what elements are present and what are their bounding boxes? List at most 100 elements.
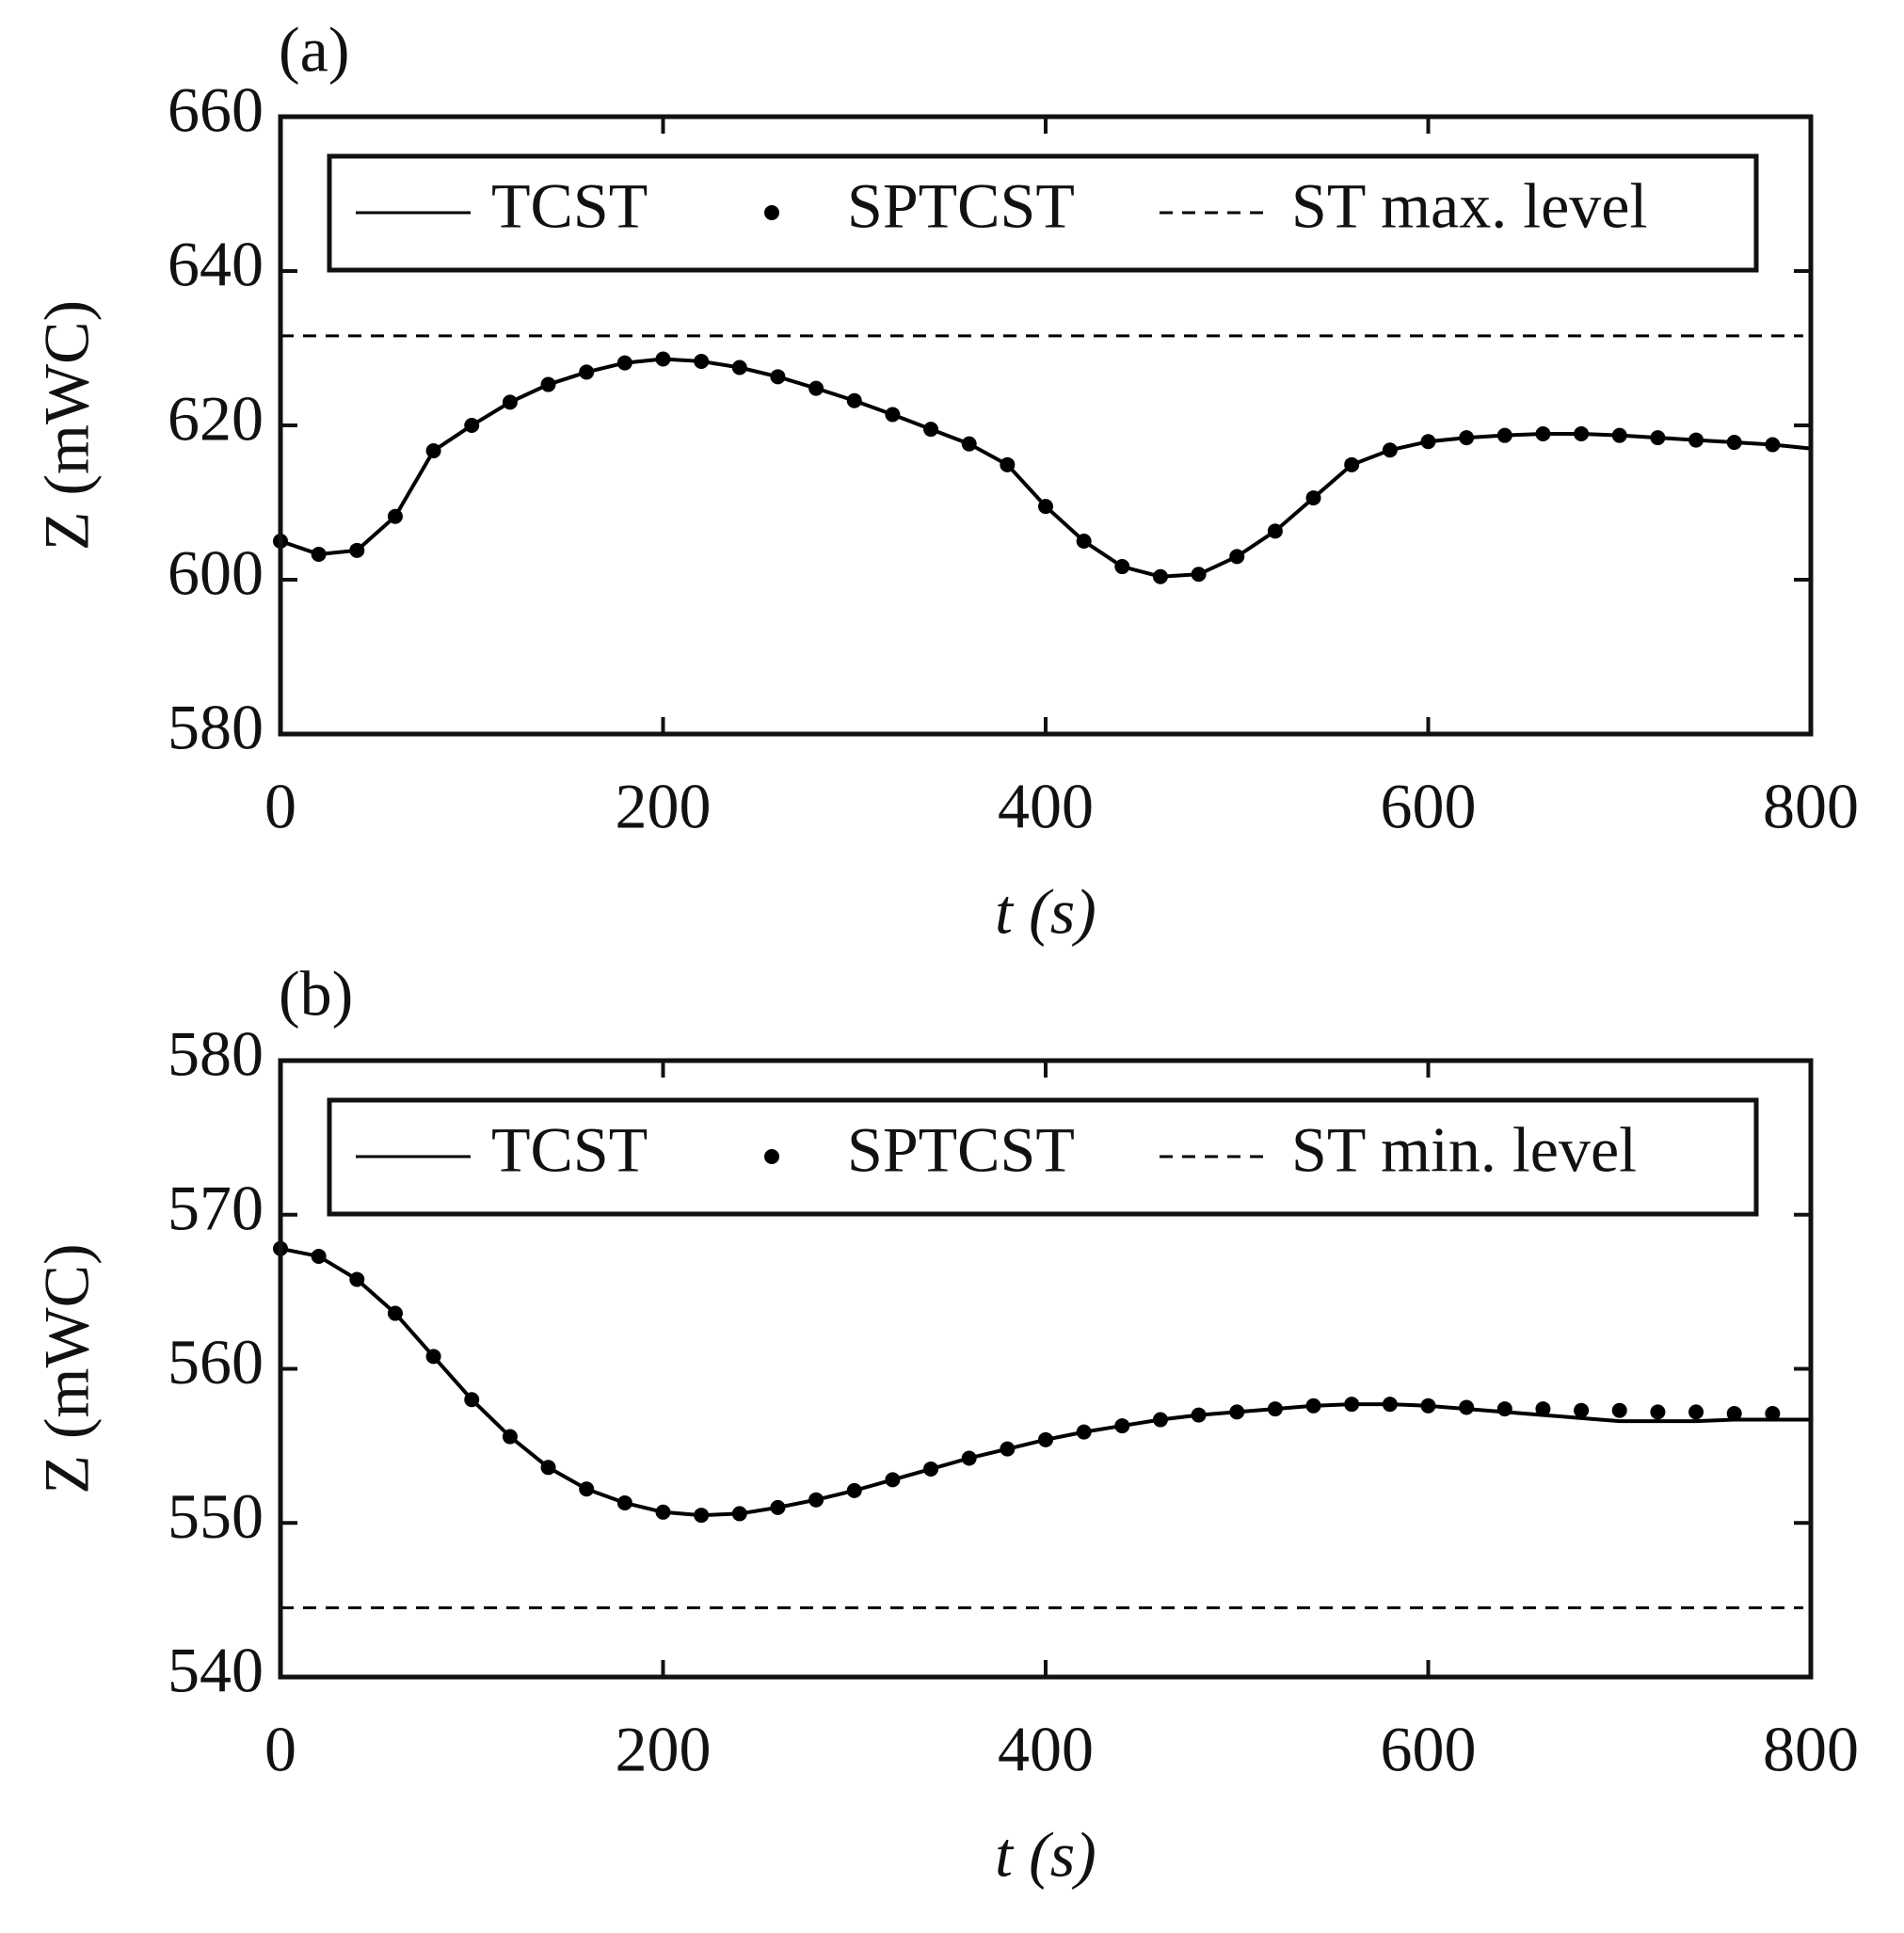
data-point (694, 353, 710, 369)
y-tick-label: 660 (168, 74, 264, 146)
legend-label: ST max. level (1291, 170, 1647, 242)
plot-frame (278, 114, 1814, 737)
series-line (280, 357, 1812, 579)
data-point (1611, 427, 1627, 443)
x-tick-label: 600 (1381, 1714, 1477, 1785)
data-point (1496, 427, 1512, 443)
x-tick-label: 0 (264, 1714, 296, 1785)
data-point (1191, 567, 1207, 583)
y-axis-label: Z (mWC) (31, 300, 103, 551)
data-point (1688, 432, 1704, 448)
data-point (1459, 430, 1475, 446)
data-point (846, 1482, 862, 1498)
data-point (885, 407, 901, 423)
data-point (770, 1499, 786, 1515)
data-point (655, 1504, 671, 1520)
data-point (464, 1392, 480, 1408)
data-point (1344, 456, 1360, 472)
data-point (1305, 490, 1321, 506)
plot-frame (278, 1058, 1814, 1680)
data-point (885, 1472, 901, 1488)
data-point (1574, 426, 1590, 442)
y-axis-label: Z (mWC) (31, 1243, 103, 1494)
data-point (1076, 1424, 1092, 1440)
data-point (1765, 437, 1781, 453)
data-point (1152, 1412, 1168, 1428)
data-point (731, 1506, 747, 1522)
x-tick-label: 0 (264, 771, 296, 842)
data-point (1114, 1418, 1130, 1434)
data-point (425, 1349, 441, 1365)
x-tick-label: 400 (998, 771, 1094, 842)
data-point (502, 394, 518, 410)
data-point (1535, 426, 1551, 442)
data-point (808, 1492, 824, 1508)
data-point (1420, 434, 1436, 450)
data-point (1229, 549, 1245, 565)
x-tick-label: 600 (1381, 771, 1477, 842)
x-tick-label: 200 (616, 771, 712, 842)
data-point (1382, 1397, 1398, 1413)
data-point (502, 1429, 518, 1445)
y-tick-label: 640 (168, 229, 264, 300)
legend-swatch (764, 1149, 779, 1164)
x-tick-label: 400 (998, 1714, 1094, 1785)
data-point (808, 380, 824, 396)
data-point (387, 508, 403, 524)
data-point (1000, 456, 1016, 472)
data-point (1267, 523, 1283, 539)
data-point (1650, 430, 1666, 446)
panel-label: (b) (279, 958, 353, 1030)
data-point (1000, 1441, 1016, 1457)
data-point (349, 542, 365, 558)
legend-label: SPTCST (847, 170, 1075, 242)
data-point (1611, 1402, 1627, 1418)
data-point (311, 1248, 327, 1264)
data-point (1191, 1407, 1207, 1423)
data-point (655, 351, 671, 367)
data-point (1420, 1398, 1436, 1414)
data-point (1305, 1398, 1321, 1414)
data-point (1650, 1404, 1666, 1420)
x-tick-label: 200 (616, 1714, 712, 1785)
data-point (311, 546, 327, 562)
data-point (923, 1461, 939, 1477)
data-point (349, 1271, 365, 1287)
data-point (1038, 1431, 1053, 1447)
data-point (1726, 1405, 1742, 1421)
data-point (961, 436, 977, 452)
data-point (694, 1508, 710, 1524)
legend-label: TCST (491, 170, 648, 242)
data-point (846, 392, 862, 408)
legend-box (327, 1097, 1759, 1217)
data-point (770, 369, 786, 385)
x-axis-label: t (s) (995, 1819, 1096, 1891)
data-point (1076, 534, 1092, 549)
data-point (579, 364, 595, 380)
legend-label: TCST (491, 1114, 648, 1186)
data-point (1535, 1401, 1551, 1417)
data-point (387, 1305, 403, 1321)
data-point (731, 359, 747, 375)
y-tick-label: 570 (168, 1172, 264, 1243)
data-point (425, 443, 441, 459)
x-tick-label: 800 (1763, 1714, 1859, 1785)
legend-swatch (764, 205, 779, 220)
y-tick-label: 600 (168, 537, 264, 609)
data-point (1382, 442, 1398, 458)
data-point (961, 1450, 977, 1466)
data-point (616, 355, 632, 371)
y-tick-label: 620 (168, 383, 264, 455)
legend-label: ST min. level (1291, 1114, 1637, 1186)
y-tick-label: 560 (168, 1326, 264, 1398)
y-tick-label: 580 (168, 1018, 264, 1090)
y-tick-label: 550 (168, 1480, 264, 1552)
y-tick-label: 540 (168, 1635, 264, 1706)
data-point (1688, 1404, 1704, 1420)
data-point (1726, 435, 1742, 451)
data-point (616, 1494, 632, 1510)
data-point (923, 422, 939, 438)
data-point (1038, 499, 1053, 515)
data-point (1267, 1401, 1283, 1417)
